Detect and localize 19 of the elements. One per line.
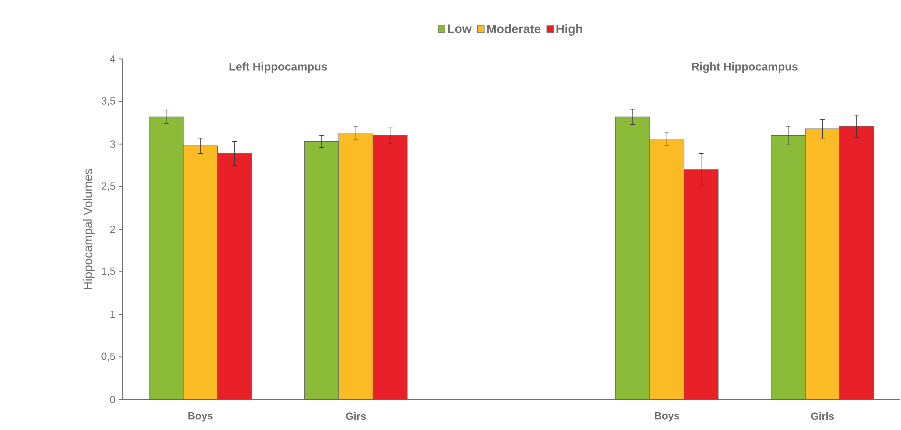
x-tick-label: Girs xyxy=(346,412,366,420)
legend-label: Low xyxy=(448,24,472,34)
y-tick-label: 3 xyxy=(110,140,116,148)
y-tick-label: 2 xyxy=(110,226,116,233)
y-tick-label: 0 xyxy=(110,396,116,404)
x-tick-label: Girls xyxy=(811,412,834,420)
legend-label: High xyxy=(556,24,582,36)
annotation: Right Hippocampus xyxy=(692,62,798,73)
y-tick-label: 0,5 xyxy=(102,352,116,362)
y-tick-label: 4 xyxy=(110,55,116,63)
legend-label: Moderate xyxy=(488,24,541,34)
annotation: Left Hippocampus xyxy=(230,62,328,73)
y-axis-title: Hippocampal Volumes xyxy=(83,168,95,290)
y-tick-label: 1 xyxy=(110,310,116,318)
y-tick-label: 2,5 xyxy=(102,182,116,192)
x-tick-label: Boys xyxy=(188,412,213,422)
y-tick-label: 3,5 xyxy=(102,97,116,106)
y-tick-label: 1,5 xyxy=(102,268,116,276)
x-tick-label: Boys xyxy=(655,412,680,422)
